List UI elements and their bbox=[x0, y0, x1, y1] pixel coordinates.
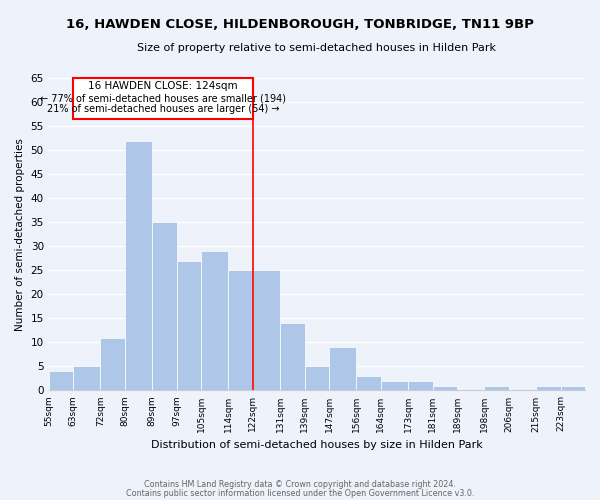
Bar bbox=[560, 386, 585, 390]
Bar bbox=[280, 323, 305, 390]
Bar bbox=[381, 381, 408, 390]
Bar bbox=[408, 381, 433, 390]
Text: 21% of semi-detached houses are larger (54) →: 21% of semi-detached houses are larger (… bbox=[47, 104, 279, 115]
X-axis label: Distribution of semi-detached houses by size in Hilden Park: Distribution of semi-detached houses by … bbox=[151, 440, 483, 450]
Text: ← 77% of semi-detached houses are smaller (194): ← 77% of semi-detached houses are smalle… bbox=[40, 94, 286, 104]
Bar bbox=[329, 347, 356, 391]
Bar bbox=[536, 386, 560, 390]
Text: 16 HAWDEN CLOSE: 124sqm: 16 HAWDEN CLOSE: 124sqm bbox=[88, 82, 238, 92]
Bar bbox=[201, 251, 229, 390]
Bar bbox=[305, 366, 329, 390]
Bar bbox=[176, 261, 201, 390]
Text: Contains public sector information licensed under the Open Government Licence v3: Contains public sector information licen… bbox=[126, 488, 474, 498]
Bar bbox=[253, 270, 280, 390]
Bar bbox=[229, 270, 253, 390]
FancyBboxPatch shape bbox=[73, 78, 253, 119]
Bar bbox=[125, 140, 152, 390]
Title: Size of property relative to semi-detached houses in Hilden Park: Size of property relative to semi-detach… bbox=[137, 42, 496, 52]
Text: Contains HM Land Registry data © Crown copyright and database right 2024.: Contains HM Land Registry data © Crown c… bbox=[144, 480, 456, 489]
Bar bbox=[49, 371, 73, 390]
Bar bbox=[433, 386, 457, 390]
Text: 16, HAWDEN CLOSE, HILDENBOROUGH, TONBRIDGE, TN11 9BP: 16, HAWDEN CLOSE, HILDENBOROUGH, TONBRID… bbox=[66, 18, 534, 30]
Bar bbox=[484, 386, 509, 390]
Y-axis label: Number of semi-detached properties: Number of semi-detached properties bbox=[15, 138, 25, 331]
Bar bbox=[356, 376, 381, 390]
Bar bbox=[73, 366, 100, 390]
Bar bbox=[152, 222, 176, 390]
Bar bbox=[100, 338, 125, 390]
